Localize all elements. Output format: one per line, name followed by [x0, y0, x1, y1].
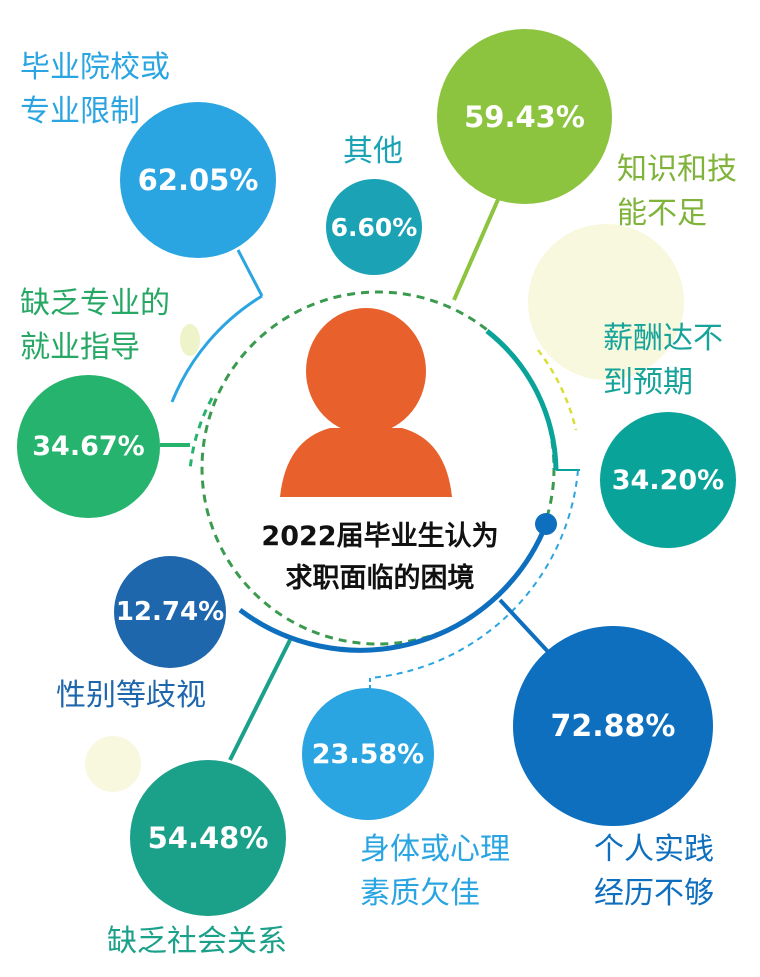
bubble-value: 23.58%	[311, 738, 425, 770]
bubble-value: 54.48%	[147, 821, 269, 855]
label-line: 知识和技	[617, 152, 737, 187]
label-line: 经历不够	[594, 876, 714, 911]
bubble-career-guidance: 34.67%	[17, 375, 160, 518]
label-school-major-limit: 毕业院校或 专业限制	[20, 46, 170, 134]
person-icon	[280, 308, 452, 497]
arc-end-dot	[535, 513, 557, 535]
bubble-practice-experience: 72.88%	[513, 626, 713, 826]
bubble-school-major-limit: 62.05%	[120, 102, 276, 258]
connector-59	[452, 194, 502, 301]
label-other: 其他	[343, 130, 403, 174]
bubble-value: 12.74%	[115, 597, 225, 627]
deco-circle	[85, 736, 141, 792]
label-line: 缺乏社会关系	[107, 924, 287, 959]
bubble-discrimination: 12.74%	[114, 556, 226, 668]
connector-62	[236, 249, 264, 297]
connector-54	[228, 639, 292, 761]
bubble-value: 62.05%	[137, 163, 259, 197]
label-career-guidance: 缺乏专业的 就业指导	[20, 282, 170, 370]
label-practice-experience: 个人实践 经历不够	[594, 828, 714, 916]
arc-teal	[485, 329, 559, 471]
label-line: 能不足	[617, 196, 707, 231]
label-line: 其他	[343, 134, 403, 169]
arc-darkblue	[238, 521, 550, 653]
label-line: 素质欠佳	[360, 876, 480, 911]
label-line: 毕业院校或	[20, 50, 170, 85]
label-line: 身体或心理	[360, 832, 510, 867]
label-line: 个人实践	[594, 832, 714, 867]
bubble-value: 59.43%	[464, 99, 585, 134]
label-discrimination: 性别等歧视	[56, 674, 206, 718]
arc-yellow-dashed	[537, 349, 578, 431]
bubble-value: 72.88%	[550, 708, 676, 744]
title-line-2: 求职面临的困境	[285, 563, 475, 594]
bubble-knowledge-skills: 59.43%	[437, 29, 612, 204]
deco-leaf	[180, 324, 200, 356]
label-physical-mental: 身体或心理 素质欠佳	[360, 828, 510, 916]
bubble-social-relations: 54.48%	[130, 760, 286, 916]
arc-green-dashed	[188, 397, 214, 471]
bubble-salary: 34.20%	[600, 412, 736, 548]
bubble-value: 34.20%	[611, 464, 725, 496]
deco-circle	[528, 224, 684, 380]
bubble-value: 34.67%	[32, 431, 145, 462]
arc-skyblue	[170, 294, 263, 403]
bubble-other: 6.60%	[326, 179, 422, 275]
label-line: 缺乏专业的	[20, 286, 170, 321]
bubble-physical-mental: 23.58%	[302, 688, 434, 820]
bubble-value: 6.60%	[330, 212, 418, 242]
label-line: 就业指导	[20, 330, 140, 365]
label-knowledge-skills: 知识和技 能不足	[617, 148, 737, 236]
title-line-1: 2022届毕业生认为	[261, 521, 499, 552]
connector-72	[498, 598, 554, 658]
label-line: 到预期	[603, 365, 693, 400]
center-title: 2022届毕业生认为 求职面临的困境	[240, 516, 520, 600]
label-line: 性别等歧视	[56, 678, 206, 713]
label-social-relations: 缺乏社会关系	[107, 920, 287, 964]
label-salary: 薪酬达不 到预期	[603, 317, 723, 405]
label-line: 薪酬达不	[603, 321, 723, 356]
label-line: 专业限制	[20, 94, 140, 129]
